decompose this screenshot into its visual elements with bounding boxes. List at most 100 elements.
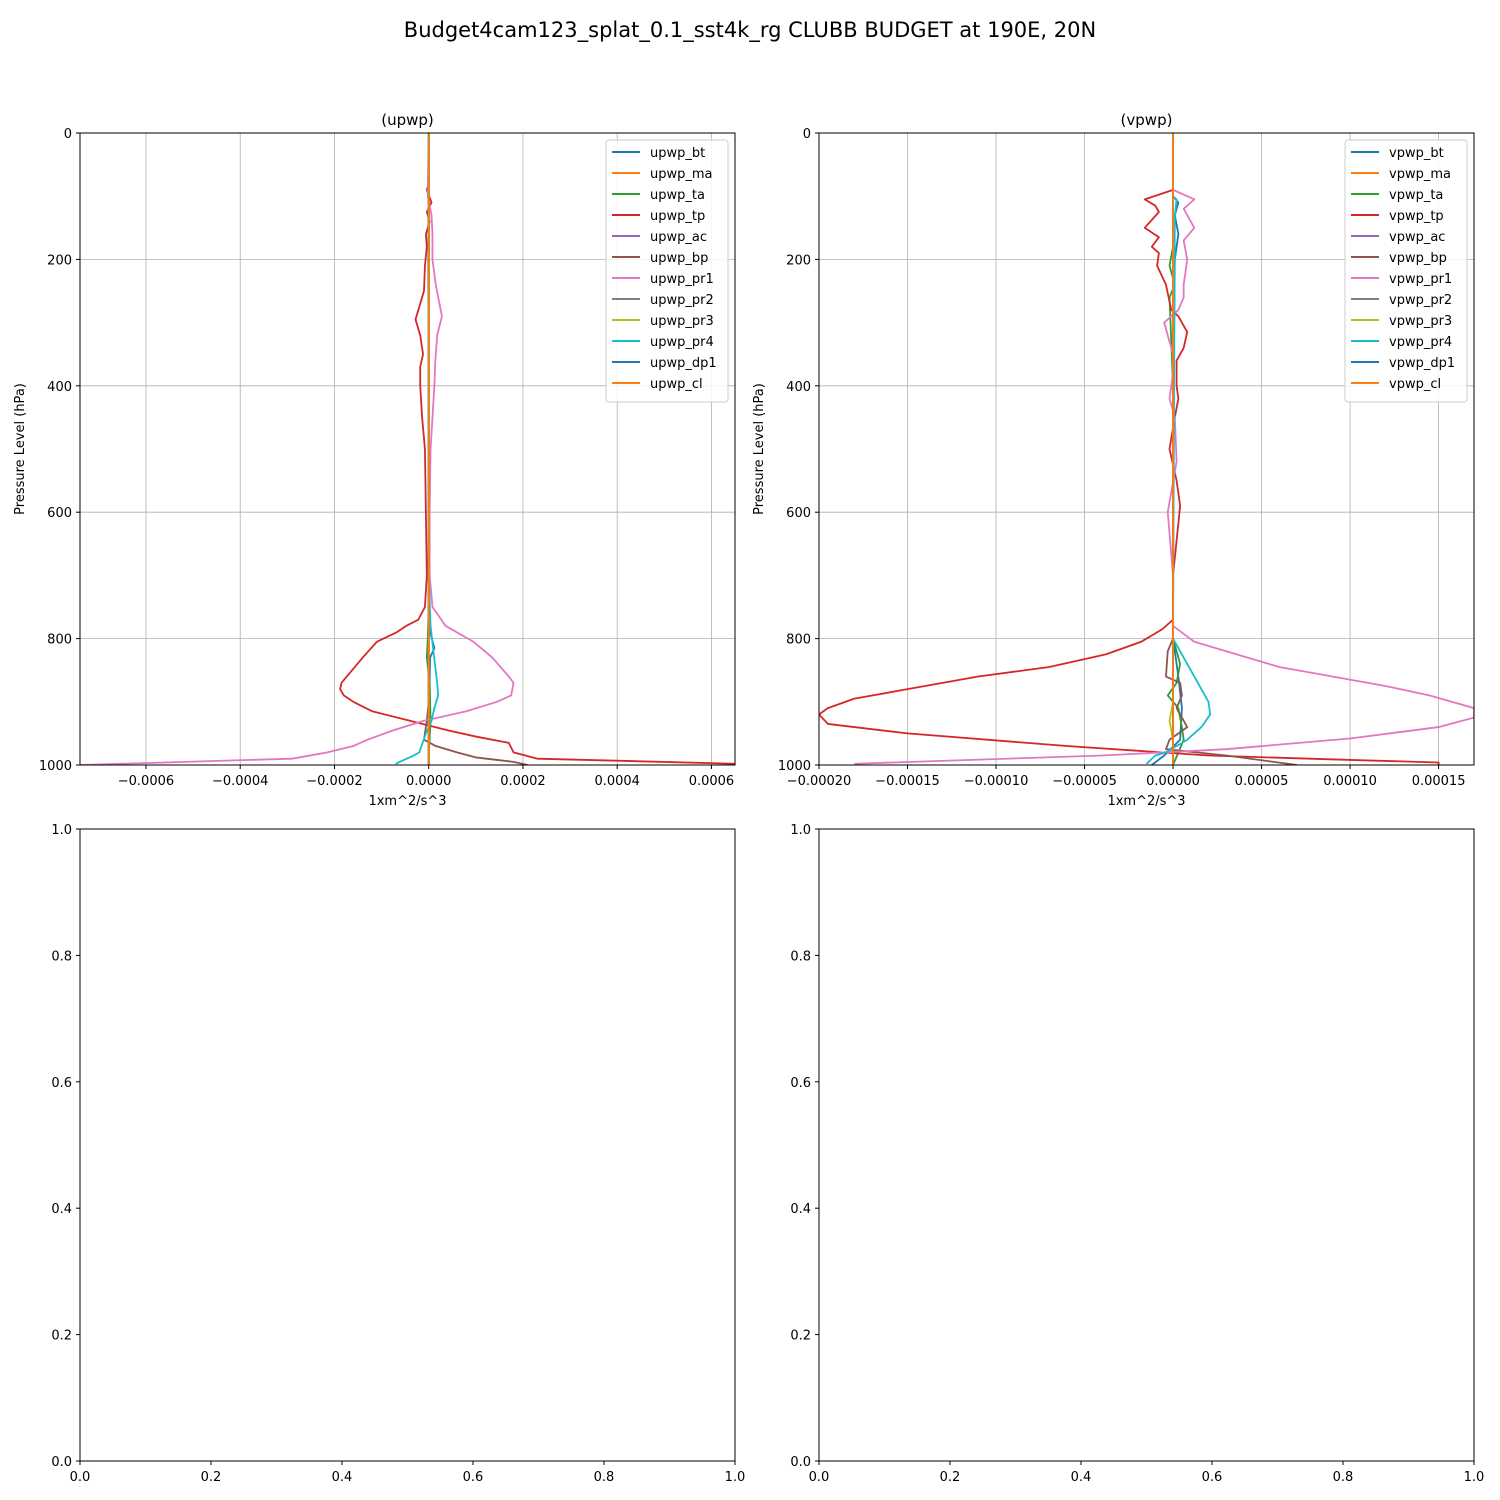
legend-label-vpwp_ma: vpwp_ma: [1389, 167, 1451, 182]
panel-1: −0.0006 −0.0004 −0.0002 0.0000 0.0002 0.0004 0…: [13, 111, 736, 809]
legend-label-vpwp_pr3: vpwp_pr3: [1389, 314, 1452, 329]
series-line-upwp_bp: [423, 133, 528, 765]
series-group: [80, 133, 735, 765]
y-tick-label: 600: [47, 506, 72, 521]
panel-2: −0.00020 −0.00015 −0.00010 −0.00005 0.00000 0…: [752, 111, 1475, 809]
y-tick-label: 800: [47, 633, 72, 648]
legend-label-upwp_ma: upwp_ma: [650, 167, 713, 182]
x-tick-label: 0.6: [1202, 1470, 1223, 1485]
x-tick-label: −0.00010: [964, 774, 1029, 789]
x-tick-label: 0.4: [1071, 1470, 1092, 1485]
legend-label-vpwp_cl: vpwp_cl: [1389, 377, 1441, 392]
y-tick-label: 1000: [39, 759, 72, 774]
y-axis-label: Pressure Level (hPa): [752, 383, 767, 515]
legend-label-upwp_pr3: upwp_pr3: [650, 314, 714, 329]
y-tick-label: 400: [47, 380, 72, 395]
legend-label-upwp_cl: upwp_cl: [650, 377, 703, 392]
y-tick-label: 400: [786, 380, 811, 395]
y-tick-label: 0.6: [51, 1076, 72, 1091]
legend-label-upwp_pr2: upwp_pr2: [650, 293, 714, 308]
y-tick-label: 1000: [778, 759, 811, 774]
legend-label-upwp_pr1: upwp_pr1: [650, 272, 714, 287]
legend-label-upwp_dp1: upwp_dp1: [650, 356, 717, 371]
legend-label-upwp_bt: upwp_bt: [650, 146, 705, 161]
x-tick-label: 0.0: [70, 1470, 91, 1485]
legend-box: [605, 139, 729, 403]
legend-label-upwp_tp: upwp_tp: [650, 209, 705, 224]
x-tick-label: −0.0004: [212, 774, 268, 789]
y-tick-label: 0.0: [790, 1455, 811, 1470]
axes-frame: [79, 132, 736, 766]
panel-title: (upwp): [381, 111, 434, 129]
y-axis-label: Pressure Level (hPa): [13, 383, 28, 515]
x-tick-label: −0.0002: [306, 774, 362, 789]
series-line-upwp_pr1: [80, 133, 515, 765]
x-tick-label: −0.00015: [875, 774, 940, 789]
x-tick-label: 0.0: [809, 1470, 830, 1485]
y-tick-label: 0.8: [790, 949, 811, 964]
y-tick-label: 0.2: [790, 1329, 811, 1344]
panels: −0.0006 −0.0004 −0.0002 0.0000 0.0002 0.0004 0…: [13, 111, 1484, 1485]
legend-label-vpwp_pr1: vpwp_pr1: [1389, 272, 1452, 287]
y-tick-label: 0: [803, 127, 811, 142]
y-tick-label: 0.2: [51, 1329, 72, 1344]
y-tick-label: 0.0: [51, 1455, 72, 1470]
legend: upwp_bt upwp_ma upwp_ta upwp_tp upwp_ac upwp_…: [605, 139, 729, 403]
x-tick-label: 0.0000: [406, 774, 452, 789]
axes-frame: [79, 828, 736, 1462]
series-line-vpwp_pr4: [1145, 133, 1212, 765]
legend-label-upwp_bp: upwp_bp: [650, 251, 708, 266]
panel-title: (vpwp): [1121, 111, 1173, 129]
legend-label-vpwp_dp1: vpwp_dp1: [1389, 356, 1455, 371]
x-axis-label: 1xm^2/s^3: [368, 794, 446, 809]
series-line-upwp_pr4: [395, 133, 440, 765]
legend-label-vpwp_bt: vpwp_bt: [1389, 146, 1444, 161]
y-tick-label: 0.4: [790, 1202, 811, 1217]
legend-label-vpwp_pr4: vpwp_pr4: [1389, 335, 1452, 350]
series-line-vpwp_ta: [1166, 133, 1185, 765]
x-tick-label: 1.0: [725, 1470, 746, 1485]
x-tick-label: 1.0: [1464, 1470, 1485, 1485]
y-tick-label: 800: [786, 633, 811, 648]
axes-frame: [818, 828, 1475, 1462]
legend: vpwp_bt vpwp_ma vpwp_ta vpwp_tp vpwp_ac vpwp_…: [1344, 139, 1468, 403]
x-tick-label: 0.8: [594, 1470, 615, 1485]
legend-label-vpwp_bp: vpwp_bp: [1389, 251, 1447, 266]
legend-label-upwp_ac: upwp_ac: [650, 230, 707, 245]
y-tick-label: 200: [786, 253, 811, 268]
legend-label-upwp_pr4: upwp_pr4: [650, 335, 714, 350]
x-tick-label: 0.00010: [1323, 774, 1377, 789]
x-tick-label: 0.6: [463, 1470, 484, 1485]
x-tick-label: −0.0006: [118, 774, 174, 789]
panel-4: 0.0 0.2 0.4 0.6 0.8 1.0 0.0 0.2 0.4 0.6 0.8 1.0: [790, 823, 1484, 1485]
y-tick-label: 1.0: [51, 823, 72, 838]
y-tick-label: 200: [47, 253, 72, 268]
x-tick-label: 0.0006: [689, 774, 735, 789]
x-tick-label: 0.00005: [1235, 774, 1289, 789]
y-tick-label: 1.0: [790, 823, 811, 838]
y-tick-label: 0.4: [51, 1202, 72, 1217]
x-tick-label: 0.2: [201, 1470, 222, 1485]
y-tick-label: 0.6: [790, 1076, 811, 1091]
figure-suptitle: Budget4cam123_splat_0.1_sst4k_rg CLUBB B…: [404, 18, 1096, 43]
x-tick-label: −0.00020: [787, 774, 852, 789]
panel-3: 0.0 0.2 0.4 0.6 0.8 1.0 0.0 0.2 0.4 0.6 0.8 1.0: [51, 823, 745, 1485]
x-axis-label: 1xm^2/s^3: [1107, 794, 1185, 809]
y-tick-label: 0: [64, 127, 72, 142]
y-tick-label: 600: [786, 506, 811, 521]
legend-label-vpwp_tp: vpwp_tp: [1389, 209, 1444, 224]
x-tick-label: 0.0004: [594, 774, 640, 789]
x-tick-label: 0.0002: [500, 774, 546, 789]
legend-label-vpwp_ac: vpwp_ac: [1389, 230, 1445, 245]
series-line-upwp_tp: [339, 133, 735, 765]
x-tick-label: 0.00000: [1146, 774, 1200, 789]
y-tick-label: 0.8: [51, 949, 72, 964]
axes-frame: [818, 132, 1475, 766]
x-tick-label: 0.2: [940, 1470, 961, 1485]
series-group: [819, 133, 1474, 765]
x-tick-label: 0.4: [332, 1470, 353, 1485]
legend-label-upwp_ta: upwp_ta: [650, 188, 705, 203]
legend-label-vpwp_ta: vpwp_ta: [1389, 188, 1443, 203]
series-line-vpwp_bp: [1165, 133, 1298, 765]
